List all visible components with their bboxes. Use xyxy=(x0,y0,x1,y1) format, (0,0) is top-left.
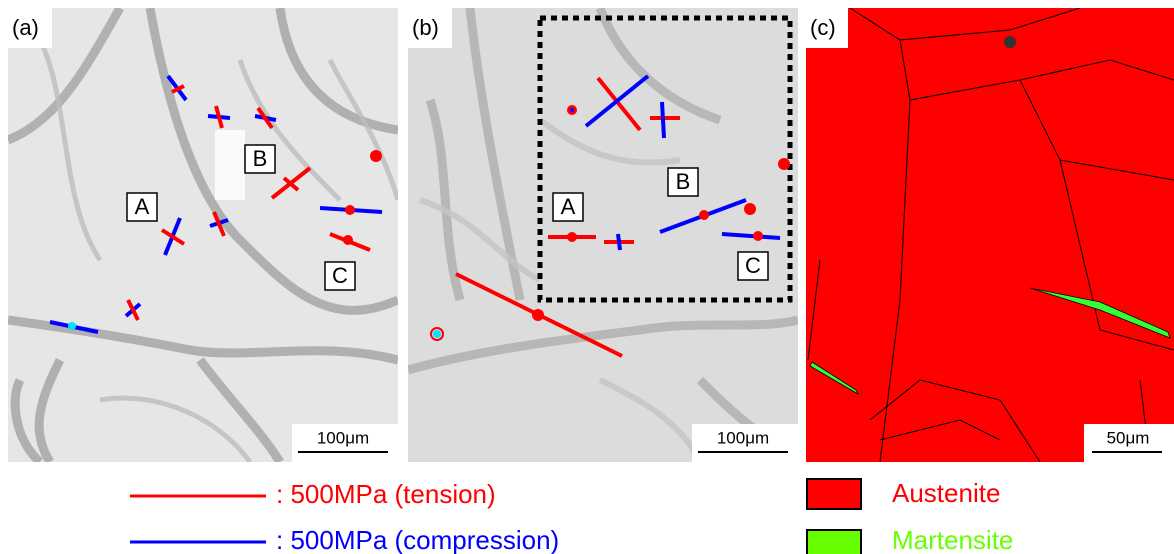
panel-c-shape xyxy=(809,361,859,396)
panel-b-shape-shape xyxy=(699,210,709,220)
panel-b-shape-shape xyxy=(660,101,666,139)
panel-a-shape-shape xyxy=(237,59,342,202)
panel-c-shape xyxy=(1004,36,1016,48)
panel-b-shape xyxy=(552,192,584,222)
panel-b-shape-shape xyxy=(430,327,444,341)
scale-bar-label: 100μm xyxy=(717,428,769,447)
panel-a-shape-shape xyxy=(8,315,398,365)
panel-c-shape-shape xyxy=(1059,159,1174,181)
panel-c-shape-shape xyxy=(879,419,1001,441)
panel-a-shape-shape xyxy=(282,176,300,192)
panel-label: (c) xyxy=(810,15,836,40)
marker-label: A xyxy=(561,194,576,219)
panel-b-shape-shape xyxy=(616,233,622,251)
phase-legend: Austenite Martensite xyxy=(806,478,1013,554)
panel-b-shape-shape xyxy=(778,158,790,170)
panel-a-shape-shape xyxy=(171,84,185,94)
panel-a-shape-shape xyxy=(196,357,284,462)
panel-a-shape xyxy=(49,74,383,334)
panel-a-shape-shape xyxy=(256,106,274,130)
panel-a-shape-shape xyxy=(343,235,353,245)
panel-a-shape-shape xyxy=(34,357,65,462)
panel-a-shape-shape xyxy=(214,105,224,129)
panel-a-shape-shape xyxy=(345,205,355,215)
panel-c-shape-shape xyxy=(869,379,1041,462)
panel-a-shape-shape xyxy=(99,395,253,462)
panel-c: (c) 50μm xyxy=(806,8,1174,462)
panel-a-shape xyxy=(126,192,158,222)
panel-b-shape-shape xyxy=(425,98,465,302)
panel-b-shape-shape xyxy=(567,232,577,242)
panel-b-shape-shape xyxy=(419,197,542,283)
panel-b-shape-shape xyxy=(433,330,441,338)
panel-a-shape-shape xyxy=(37,38,103,262)
panel-a-shape xyxy=(8,8,398,462)
legend-label: : 500MPa (compression) xyxy=(276,525,559,554)
panel-a-shape xyxy=(215,130,245,200)
panel-c-shape xyxy=(806,8,1174,462)
panel-a-shape xyxy=(37,38,398,462)
panel-a-shape xyxy=(324,261,356,291)
legend-label: Austenite xyxy=(892,478,1000,508)
marker-label: B xyxy=(253,146,268,171)
panel-a-shape-shape xyxy=(327,58,398,201)
panel-b-shape xyxy=(737,251,769,281)
panel-b-shape-shape xyxy=(532,309,544,321)
panel-a-shape-shape xyxy=(126,299,140,321)
panel-a-shape-shape xyxy=(8,8,124,145)
marker-label: C xyxy=(332,263,348,288)
panel-b-shape-shape xyxy=(584,74,650,128)
legend-swatch xyxy=(806,478,862,510)
panel-a-shape xyxy=(8,8,52,48)
panel-c-shape-shape xyxy=(849,8,1081,41)
legend-label: Martensite xyxy=(892,525,1013,554)
panel-a-shape xyxy=(292,424,398,462)
panel-a-shape-shape xyxy=(145,8,398,315)
panel-a-shape-shape xyxy=(370,150,382,162)
panel-b-shape-shape xyxy=(570,108,574,112)
panel-c-shape xyxy=(806,8,848,48)
panel-c-shape-shape xyxy=(1019,79,1174,351)
panel-c-shape xyxy=(1029,287,1171,339)
panel-label: (a) xyxy=(12,15,39,40)
panel-b: (b) A B C 100μm xyxy=(408,8,798,462)
panel-a-shape-shape xyxy=(160,228,186,246)
marker-label: A xyxy=(135,194,150,219)
panel-a-shape-shape xyxy=(275,8,398,135)
panel-b-shape-shape xyxy=(596,76,642,132)
panel-c-shape-shape xyxy=(807,259,821,361)
panel-b-shape xyxy=(667,167,699,197)
panel-a-shape-shape xyxy=(68,322,76,330)
panel-a-shape-shape xyxy=(212,211,226,237)
panel-a-shape-shape xyxy=(10,377,44,462)
panel-b-shape-shape xyxy=(721,232,781,240)
stress-legend: : 500MPa (tension) : 500MPa (compression… xyxy=(130,479,559,554)
marker-label: B xyxy=(676,169,691,194)
scale-bar-label: 100μm xyxy=(317,428,369,447)
panel-b-shape-shape xyxy=(538,117,681,166)
panel-b-shape xyxy=(537,15,793,303)
scale-bar-label: 50μm xyxy=(1107,428,1150,447)
legend-swatch xyxy=(806,529,862,554)
panel-a-shape xyxy=(244,144,276,174)
panel-b-shape-shape xyxy=(753,231,763,241)
panel-b-shape xyxy=(430,74,790,358)
panel-b-shape xyxy=(692,424,798,462)
panel-b-shape-shape xyxy=(744,203,756,215)
panel-b-shape-shape xyxy=(408,315,798,375)
marker-label: C xyxy=(745,253,761,278)
panel-label: (b) xyxy=(412,15,439,40)
legend-label: : 500MPa (tension) xyxy=(276,479,496,509)
panel-b-shape xyxy=(408,8,452,48)
panel-a: (a) A B C 100μm xyxy=(8,8,398,462)
panel-c-shape xyxy=(1084,424,1174,462)
panel-c-shape-shape xyxy=(879,99,911,462)
